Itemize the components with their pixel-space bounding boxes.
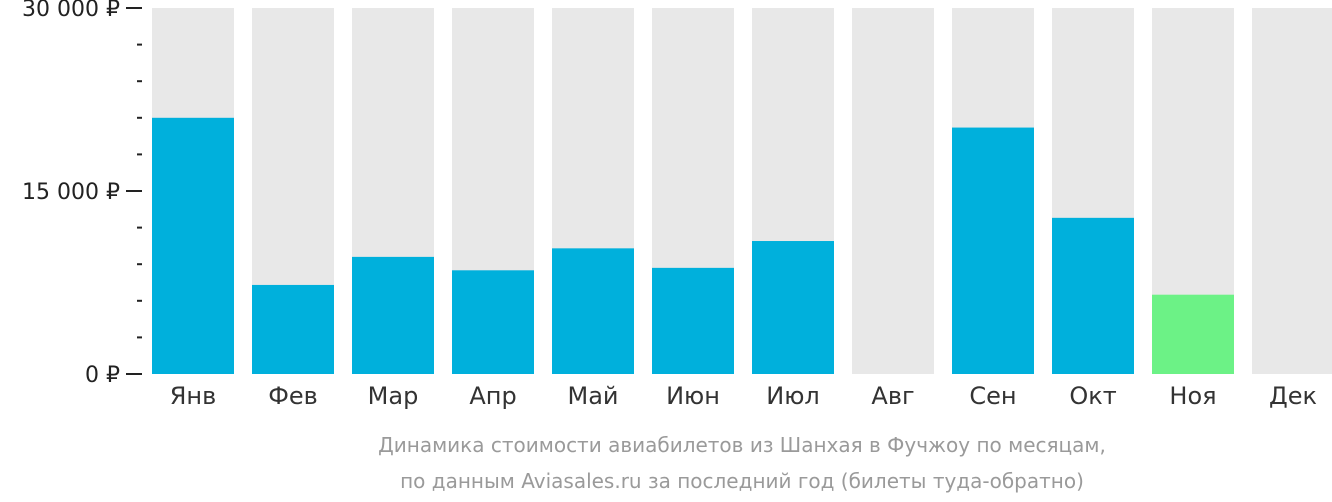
bar-4[interactable]: [552, 248, 634, 374]
bar-5[interactable]: [652, 267, 734, 374]
x-tick-label: Фев: [268, 382, 318, 410]
bar-9[interactable]: [1052, 217, 1134, 374]
x-tick-label: Окт: [1069, 382, 1116, 410]
x-tick-label: Июн: [666, 382, 720, 410]
bar-track: [852, 8, 934, 374]
bar-2[interactable]: [352, 256, 434, 374]
y-axis: 0 ₽ 15 000 ₽ 30 000 ₽: [22, 0, 142, 388]
bars-group: [152, 8, 1332, 375]
y-tick-label: 0 ₽: [85, 363, 120, 388]
chart-caption-line-1: Динамика стоимости авиабилетов из Шанхая…: [378, 433, 1106, 457]
bar-0[interactable]: [152, 117, 234, 375]
y-tick-label: 30 000 ₽: [22, 0, 120, 22]
x-tick-label: Мар: [368, 382, 419, 410]
x-tick-label: Июл: [766, 382, 820, 410]
x-tick-label: Май: [567, 382, 618, 410]
bar-6[interactable]: [752, 241, 834, 374]
y-tick-label: 15 000 ₽: [22, 180, 120, 205]
x-tick-label: Янв: [170, 382, 217, 410]
x-tick-label: Ноя: [1169, 382, 1216, 410]
bar-1[interactable]: [252, 284, 334, 374]
x-tick-label: Дек: [1269, 382, 1317, 410]
chart-caption-line-2: по данным Aviasales.ru за последний год …: [400, 469, 1084, 493]
bar-track: [1252, 8, 1332, 374]
bar-8[interactable]: [952, 127, 1034, 374]
x-axis: Янв Фев Мар Апр Май Июн Июл Авг Сен Окт Ноя Дек: [170, 382, 1317, 410]
bar-3[interactable]: [452, 270, 534, 374]
bar-10[interactable]: [1152, 294, 1234, 374]
x-tick-label: Сен: [969, 382, 1016, 410]
x-tick-label: Авг: [871, 382, 914, 410]
x-tick-label: Апр: [469, 382, 516, 410]
